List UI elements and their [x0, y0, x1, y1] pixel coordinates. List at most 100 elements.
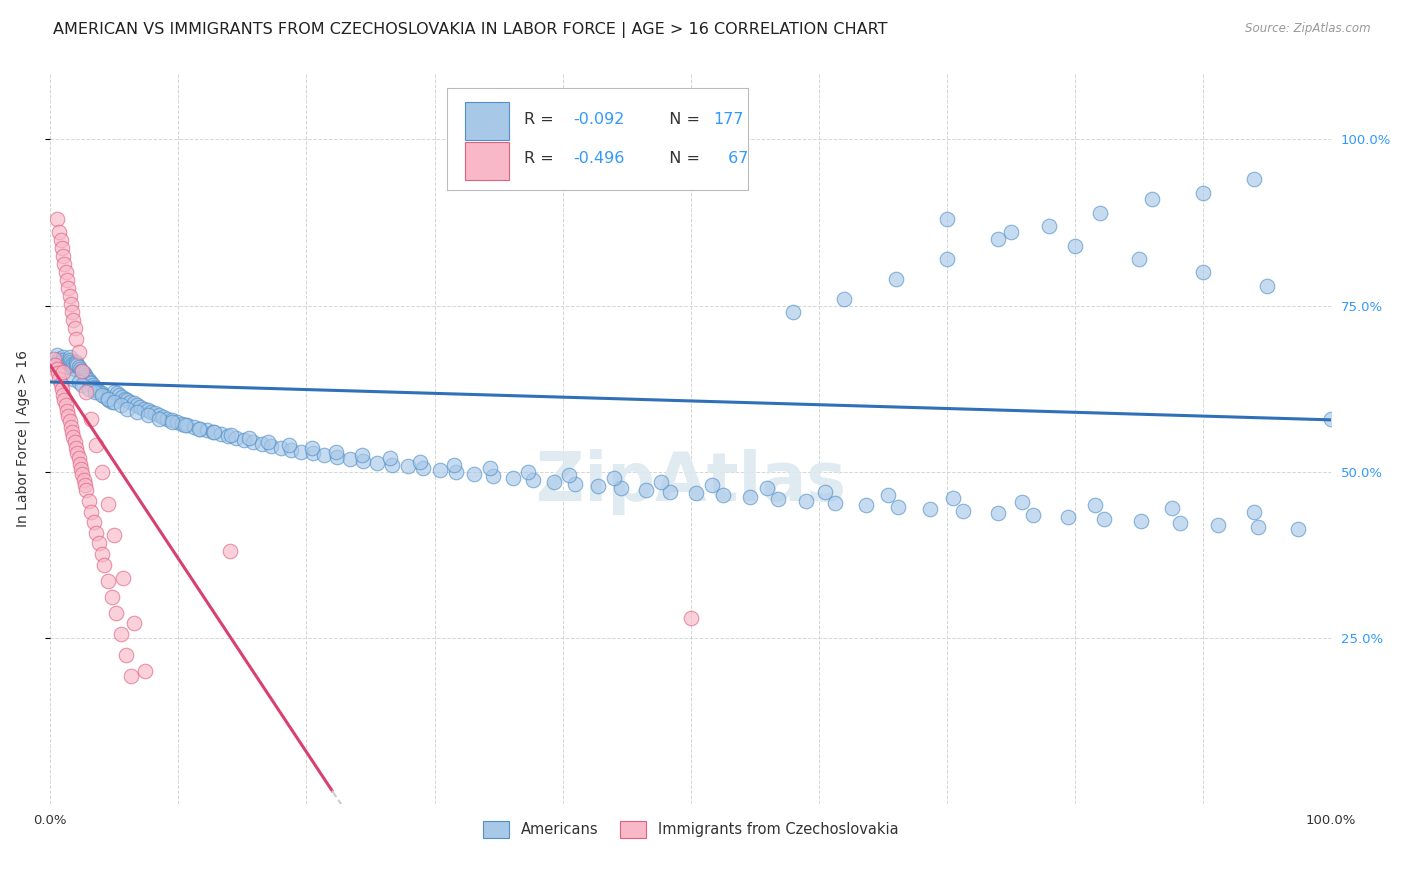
Point: [814, 484, 837, 499]
Point: [73, 478, 96, 492]
Text: -0.496: -0.496: [572, 152, 624, 166]
Point: [564, 476, 586, 491]
Point: [75, 384, 97, 399]
Point: [443, 458, 465, 472]
Point: [72, 364, 94, 378]
Point: [122, 616, 145, 631]
Point: [1130, 514, 1153, 528]
Point: [517, 465, 540, 479]
Point: [920, 502, 942, 516]
Point: [101, 590, 124, 604]
Point: [59, 297, 82, 311]
Point: [83, 379, 105, 393]
Point: [339, 452, 361, 467]
Point: [83, 515, 105, 529]
Point: [232, 433, 254, 447]
Point: [115, 392, 138, 407]
Point: [176, 418, 198, 433]
Point: [82, 377, 104, 392]
Point: [679, 611, 702, 625]
Point: [1192, 265, 1215, 279]
Point: [302, 446, 325, 460]
Point: [160, 413, 183, 427]
Point: [66, 446, 89, 460]
Point: [90, 547, 112, 561]
Point: [1140, 192, 1163, 206]
Point: [1092, 512, 1115, 526]
Point: [44, 351, 66, 366]
Point: [66, 359, 89, 373]
Point: [172, 417, 194, 431]
Point: [257, 434, 280, 449]
Point: [115, 648, 138, 662]
Point: [218, 544, 240, 558]
Point: [543, 475, 565, 489]
Point: [238, 432, 260, 446]
Point: [188, 422, 211, 436]
Point: [90, 465, 112, 479]
Point: [87, 536, 110, 550]
Point: [1243, 505, 1265, 519]
Point: [67, 375, 90, 389]
Point: [110, 398, 132, 412]
Point: [90, 388, 112, 402]
Point: [63, 435, 86, 450]
Point: [325, 444, 347, 458]
Point: [183, 420, 205, 434]
Point: [110, 627, 132, 641]
Point: [952, 504, 974, 518]
Point: [51, 382, 73, 396]
Text: 67: 67: [723, 152, 748, 166]
Point: [350, 448, 373, 462]
Point: [1057, 509, 1080, 524]
Point: [136, 403, 159, 417]
Point: [132, 401, 155, 416]
Point: [59, 355, 82, 369]
Point: [67, 345, 90, 359]
Point: [70, 364, 93, 378]
Point: [86, 525, 108, 540]
Point: [378, 451, 401, 466]
Point: [446, 466, 468, 480]
Point: [75, 370, 97, 384]
Point: [114, 392, 136, 406]
Point: [62, 361, 84, 376]
Point: [122, 396, 145, 410]
Point: [84, 381, 107, 395]
Point: [62, 372, 84, 386]
Point: [52, 353, 75, 368]
Point: [1243, 172, 1265, 186]
Point: [876, 488, 898, 502]
Text: Source: ZipAtlas.com: Source: ZipAtlas.com: [1246, 22, 1371, 36]
Point: [112, 571, 135, 585]
Point: [270, 441, 292, 455]
FancyBboxPatch shape: [465, 142, 509, 179]
Point: [105, 386, 128, 401]
Point: [134, 664, 156, 678]
Point: [1192, 186, 1215, 200]
Point: [65, 441, 87, 455]
Text: -0.092: -0.092: [572, 112, 624, 127]
Point: [86, 384, 108, 398]
Point: [127, 398, 149, 412]
Point: [118, 395, 141, 409]
Point: [217, 429, 239, 443]
Point: [201, 425, 224, 440]
Point: [1256, 278, 1278, 293]
Point: [104, 606, 127, 620]
Point: [987, 232, 1010, 246]
Text: R =: R =: [524, 152, 560, 166]
Point: [77, 373, 100, 387]
Point: [73, 368, 96, 383]
Point: [53, 392, 76, 407]
Point: [887, 500, 910, 514]
Point: [610, 481, 633, 495]
Point: [51, 241, 73, 255]
Point: [46, 367, 69, 381]
Point: [63, 321, 86, 335]
Point: [103, 384, 125, 399]
Point: [48, 351, 70, 366]
Point: [935, 212, 957, 227]
Point: [794, 494, 817, 508]
Point: [86, 438, 108, 452]
